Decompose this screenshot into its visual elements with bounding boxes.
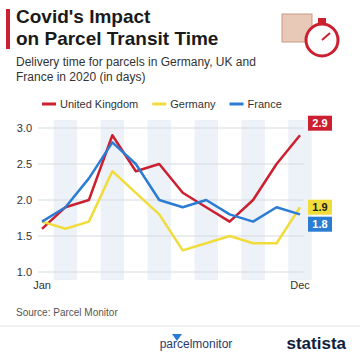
y-tick-label: 1.5 <box>17 230 32 242</box>
grid-line <box>38 236 304 237</box>
end-label: 1.9 <box>312 201 327 213</box>
end-label-box <box>308 217 332 232</box>
y-tick-label: 1.0 <box>17 266 32 278</box>
source: Source: Parcel Monitor <box>16 307 118 318</box>
footer-divider <box>0 326 360 327</box>
y-tick-label: 2.5 <box>17 158 32 170</box>
grid-line <box>38 128 304 129</box>
title: Covid's Impact on Parcel Transit Time <box>16 6 218 50</box>
end-label-box <box>308 200 332 215</box>
grid-line <box>38 200 304 201</box>
legend-label: Germany <box>170 98 216 110</box>
legend-label: France <box>248 98 282 110</box>
subtitle: Delivery time for parcels in Germany, UK… <box>16 55 266 85</box>
chart: 1.0 1.5 2.0 2.5 3.0 Jan Dec 2.9 1.9 1.8 United Kin… <box>0 0 360 360</box>
legend-swatch <box>42 103 56 106</box>
x-tick-label: Dec <box>290 279 310 291</box>
grid-line <box>38 164 304 165</box>
logo-parcelmonitor: parcelmonitor <box>160 337 233 351</box>
grid-line <box>38 272 304 273</box>
x-tick-label: Jan <box>33 279 51 291</box>
series-line <box>42 171 300 250</box>
end-label: 2.9 <box>312 117 327 129</box>
series-line <box>42 135 300 229</box>
legend-swatch <box>152 103 166 106</box>
logo-statista: statista <box>286 334 346 353</box>
logo-mark <box>172 334 182 341</box>
y-tick-label: 2.0 <box>17 194 32 206</box>
end-label-box <box>308 116 332 131</box>
y-tick-label: 3.0 <box>17 122 32 134</box>
icon-stopwatch <box>306 24 338 56</box>
series-line <box>42 142 300 221</box>
end-label: 1.8 <box>312 218 327 230</box>
icon-stopwatch-hand <box>322 33 330 40</box>
title-accent <box>6 9 10 49</box>
plot-area <box>42 135 300 250</box>
legend-label: United Kingdom <box>60 98 138 110</box>
icon-stopwatch-top <box>318 18 326 23</box>
legend-swatch <box>230 103 244 106</box>
